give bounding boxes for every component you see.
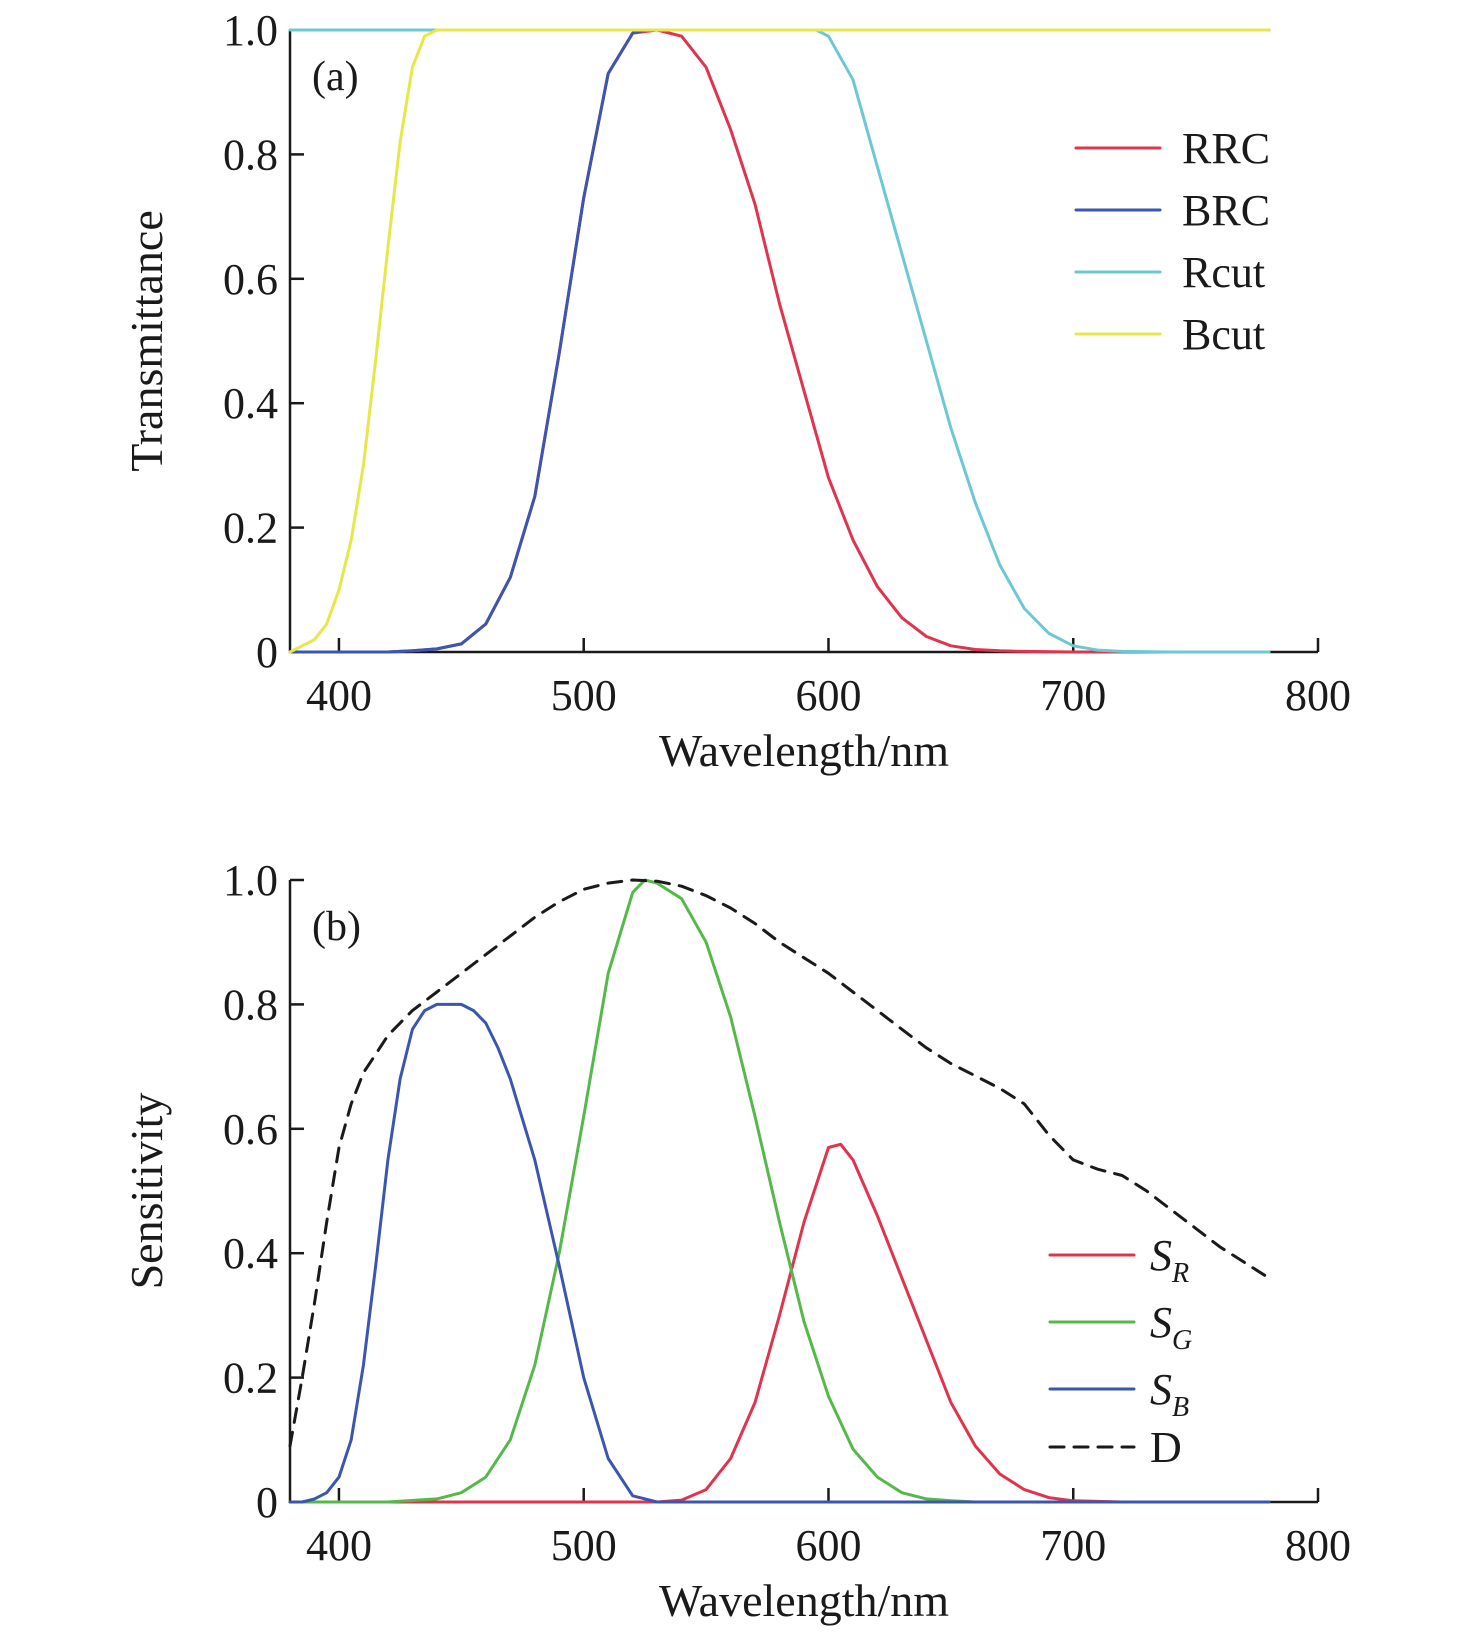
legend-label: SG [1150, 1298, 1192, 1356]
y-tick-label: 0.8 [223, 980, 278, 1029]
y-tick-label: 0.8 [223, 130, 278, 179]
y-tick-label: 0.6 [223, 1105, 278, 1154]
y-axis-label: Sensitivity [121, 1093, 172, 1290]
series-line-d [288, 878, 1271, 1448]
x-axis-label: Wavelength/nm [659, 725, 949, 776]
y-tick-label: 0.6 [223, 255, 278, 304]
series-line-brc [288, 28, 1271, 654]
x-tick-label: 800 [1285, 671, 1351, 720]
series-line-sb [288, 1002, 1271, 1504]
x-tick-label: 800 [1285, 1521, 1351, 1570]
x-tick-label: 600 [795, 1521, 861, 1570]
series-line-bcut [288, 28, 1271, 654]
legend-label: SR [1150, 1231, 1189, 1289]
x-axis-label: Wavelength/nm [659, 1575, 949, 1626]
legend-label: Bcut [1182, 310, 1265, 359]
y-axis-label: Transmittance [121, 210, 172, 472]
y-tick-label: 0.4 [223, 379, 278, 428]
panel-label: (b) [312, 904, 361, 950]
y-tick-label: 1.0 [223, 6, 278, 55]
y-tick-label: 0.4 [223, 1229, 278, 1278]
x-tick-label: 500 [551, 1521, 617, 1570]
x-tick-label: 600 [795, 671, 861, 720]
x-tick-label: 400 [306, 1521, 372, 1570]
legend-label: Rcut [1182, 248, 1265, 297]
legend-label: RRC [1182, 124, 1270, 173]
y-tick-label: 0.2 [223, 504, 278, 553]
y-tick-label: 0.2 [223, 1354, 278, 1403]
x-tick-label: 700 [1040, 1521, 1106, 1570]
legend-label: D [1150, 1423, 1182, 1472]
x-tick-label: 500 [551, 671, 617, 720]
x-tick-label: 700 [1040, 671, 1106, 720]
series-line-sr [288, 1142, 1271, 1504]
series-line-rrc [288, 28, 1271, 654]
y-tick-label: 0 [256, 1478, 278, 1527]
series-line-rcut [288, 28, 1271, 654]
series-line-sg [288, 878, 1271, 1504]
y-tick-label: 0 [256, 628, 278, 677]
chart-panel-0: 400 500 600 700 800 0 0.2 0.4 0.6 0.8 1.0 Wavelengt… [121, 6, 1351, 776]
legend-label: SB [1150, 1365, 1189, 1423]
y-tick-label: 1.0 [223, 856, 278, 905]
x-tick-label: 400 [306, 671, 372, 720]
panel-label: (a) [312, 54, 359, 100]
legend-label: BRC [1182, 186, 1270, 235]
chart-panel-1: 400 500 600 700 800 0 0.2 0.4 0.6 0.8 1.0 Wavelengt… [121, 856, 1351, 1626]
